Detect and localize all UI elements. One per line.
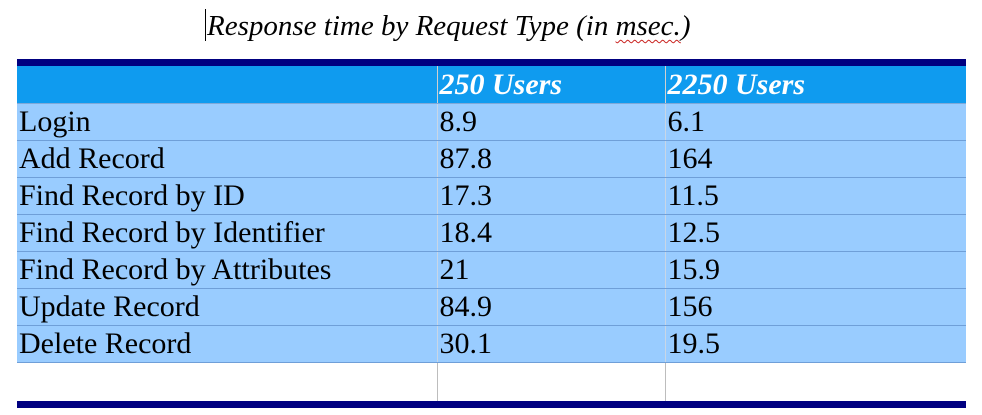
- value-cell-2250[interactable]: 19.5: [664, 325, 966, 363]
- value-cell-2250[interactable]: 6.1: [664, 103, 966, 141]
- value-cell-250[interactable]: 8.9: [436, 103, 665, 141]
- value-cell-250[interactable]: 84.9: [436, 288, 665, 326]
- empty-cell[interactable]: [436, 362, 665, 401]
- request-type-cell[interactable]: Delete Record: [17, 325, 437, 363]
- value-cell-250[interactable]: 87.8: [436, 140, 665, 178]
- request-type-cell[interactable]: Update Record: [17, 288, 437, 326]
- header-cell-2250-users[interactable]: 2250 Users: [664, 66, 966, 104]
- table-row: Delete Record 30.1 19.5: [17, 325, 966, 363]
- table-row: Login 8.9 6.1: [17, 103, 966, 141]
- response-time-table: 250 Users 2250 Users Login 8.9 6.1 Add R…: [17, 59, 966, 408]
- table-row: Find Record by ID 17.3 11.5: [17, 177, 966, 215]
- caption-misspelled-word[interactable]: msec.: [615, 10, 681, 42]
- value-cell-2250[interactable]: 12.5: [664, 214, 966, 252]
- table-row: Add Record 87.8 164: [17, 140, 966, 178]
- header-cell-250-users[interactable]: 250 Users: [436, 66, 665, 104]
- table-caption: Response time by Request Type (in msec.): [205, 6, 690, 46]
- table-top-rule: [17, 59, 966, 66]
- header-row: 250 Users 2250 Users: [17, 66, 966, 104]
- value-cell-2250[interactable]: 15.9: [664, 251, 966, 289]
- request-type-cell[interactable]: Find Record by ID: [17, 177, 437, 215]
- header-cell-label[interactable]: [17, 66, 437, 104]
- table-bottom-rule: [17, 401, 966, 408]
- value-cell-250[interactable]: 21: [436, 251, 665, 289]
- caption-text: Response time by Request Type (in: [207, 10, 616, 42]
- request-type-cell[interactable]: Find Record by Identifier: [17, 214, 437, 252]
- caption-close: ): [680, 10, 691, 42]
- value-cell-250[interactable]: 18.4: [436, 214, 665, 252]
- value-cell-250[interactable]: 30.1: [436, 325, 665, 363]
- data-table: 250 Users 2250 Users Login 8.9 6.1 Add R…: [17, 66, 966, 401]
- empty-cell[interactable]: [664, 362, 966, 401]
- value-cell-2250[interactable]: 164: [664, 140, 966, 178]
- empty-table-row: [17, 362, 966, 401]
- empty-cell[interactable]: [17, 362, 437, 401]
- table-row: Find Record by Attributes 21 15.9: [17, 251, 966, 289]
- value-cell-2250[interactable]: 11.5: [664, 177, 966, 215]
- value-cell-250[interactable]: 17.3: [436, 177, 665, 215]
- request-type-cell[interactable]: Find Record by Attributes: [17, 251, 437, 289]
- value-cell-2250[interactable]: 156: [664, 288, 966, 326]
- text-cursor: [205, 9, 206, 41]
- table-row: Update Record 84.9 156: [17, 288, 966, 326]
- request-type-cell[interactable]: Add Record: [17, 140, 437, 178]
- table-row: Find Record by Identifier 18.4 12.5: [17, 214, 966, 252]
- request-type-cell[interactable]: Login: [17, 103, 437, 141]
